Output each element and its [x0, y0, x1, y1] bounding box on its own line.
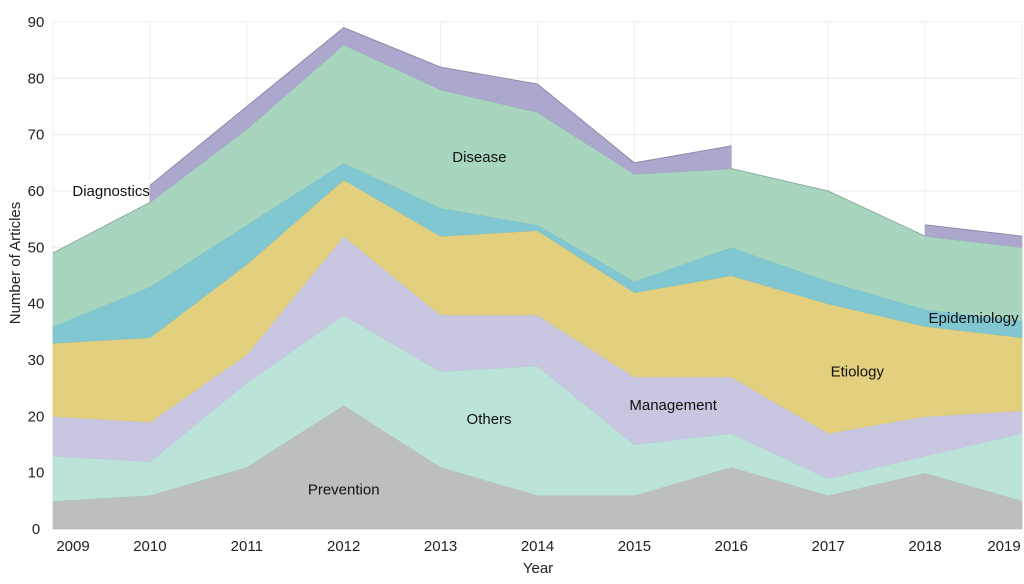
y-tick-label: 0 [32, 521, 40, 538]
y-tick-label: 50 [28, 239, 45, 256]
x-tick-label: 2017 [812, 538, 845, 555]
y-tick-label: 70 [28, 127, 45, 144]
x-tick-label: 2011 [231, 538, 263, 555]
y-tick-label: 10 [28, 465, 45, 482]
band-label-diagnostics: Diagnostics [72, 183, 150, 200]
y-tick-label: 40 [28, 296, 45, 313]
area-bands [52, 27, 1023, 530]
x-tick-label: 2019 [987, 538, 1020, 555]
y-axis-title: Number of Articles [7, 202, 24, 325]
band-label-management: Management [629, 397, 717, 414]
y-tick-label: 90 [28, 14, 45, 31]
band-label-epidemiology: Epidemiology [929, 310, 1020, 327]
y-tick-label: 20 [28, 408, 45, 425]
area-edge-diagnostics [925, 224, 1023, 237]
x-tick-label: 2010 [133, 538, 166, 555]
band-label-prevention: Prevention [308, 482, 380, 499]
y-axis-ticks: 0 10 20 30 40 50 60 70 80 90 [28, 14, 45, 538]
x-tick-label: 2015 [618, 538, 651, 555]
y-tick-label: 60 [28, 183, 45, 200]
band-labels: Prevention Others Management Etiology Epidem… [72, 149, 1019, 498]
x-tick-label: 2012 [327, 538, 360, 555]
x-axis-ticks: 2009 2010 2011 2012 2013 2014 2015 2016 2017 2018… [56, 538, 1020, 555]
y-tick-label: 80 [28, 70, 45, 87]
area-edge-diagnostics [149, 27, 732, 186]
x-tick-label: 2018 [908, 538, 941, 555]
y-tick-label: 30 [28, 352, 45, 369]
band-label-etiology: Etiology [831, 363, 885, 380]
x-tick-label: 2016 [715, 538, 748, 555]
band-label-others: Others [467, 411, 512, 428]
x-tick-label: 2013 [424, 538, 457, 555]
x-tick-label: 2014 [521, 538, 554, 555]
area-diagnostics [924, 224, 1023, 248]
band-label-disease: Disease [452, 149, 506, 166]
x-axis-title: Year [523, 560, 553, 577]
area-diagnostics [149, 27, 732, 203]
x-tick-label: 2009 [56, 538, 89, 555]
